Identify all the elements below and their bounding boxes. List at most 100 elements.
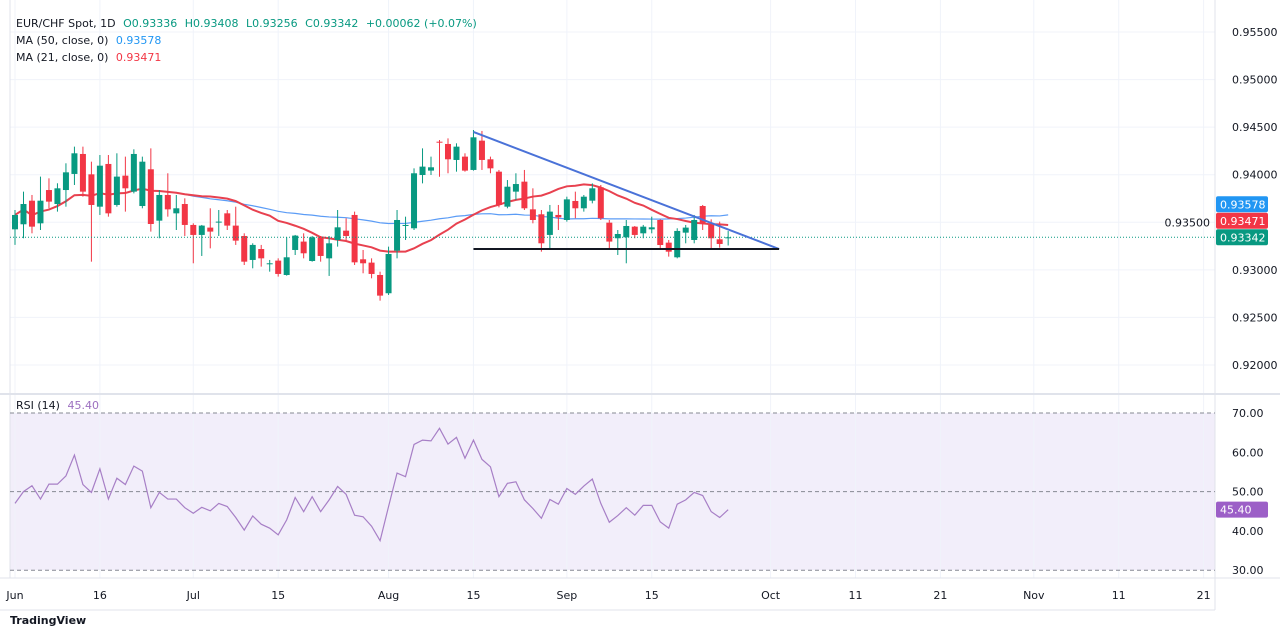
candle-body <box>385 253 392 294</box>
candle <box>631 225 638 239</box>
candle <box>444 138 451 174</box>
candle <box>572 191 579 219</box>
candle <box>113 153 120 207</box>
candle-body <box>207 227 214 232</box>
candle <box>640 224 647 239</box>
candle <box>606 219 613 250</box>
candle <box>368 258 375 279</box>
candle-body <box>470 137 477 170</box>
candle <box>546 204 553 249</box>
candle-body <box>368 262 375 274</box>
candle <box>147 148 154 232</box>
candle <box>555 204 562 230</box>
candle <box>691 214 698 244</box>
candle <box>343 218 350 240</box>
ma21-badge <box>1216 212 1268 229</box>
candle-body <box>198 225 205 235</box>
candle <box>28 194 35 234</box>
candle <box>79 146 86 197</box>
candle-body <box>215 221 222 223</box>
candle <box>249 243 256 269</box>
candle <box>12 210 18 245</box>
change-value: +0.00062 (+0.07%) <box>365 17 477 30</box>
candle <box>648 216 655 234</box>
candle-body <box>326 243 333 259</box>
candle-body <box>716 239 723 244</box>
candle <box>164 173 171 217</box>
time-tick-label: Aug <box>378 589 399 602</box>
candle-body <box>275 260 282 274</box>
candle-body <box>512 184 519 192</box>
candle-body <box>71 153 78 174</box>
candle <box>563 196 570 222</box>
candle-body <box>614 233 621 239</box>
candle-body <box>487 159 494 169</box>
rsi-legend[interactable]: RSI (14) 45.40 <box>16 399 103 412</box>
candle-body <box>699 206 706 224</box>
candle-body <box>156 194 163 221</box>
time-tick-label: 11 <box>1112 589 1126 602</box>
candle <box>317 235 324 262</box>
candle-body <box>343 230 350 236</box>
candle <box>580 194 587 212</box>
candle <box>453 143 460 172</box>
price-tick-label: 0.95500 <box>1232 26 1278 39</box>
candle-body <box>164 194 171 210</box>
candle-body <box>249 244 256 260</box>
candle-body <box>309 237 316 262</box>
candle-body <box>351 214 358 263</box>
candle <box>181 198 188 236</box>
ma50-legend[interactable]: MA (50, close, 0) 0.93578 <box>16 34 165 47</box>
candle-body <box>283 257 290 275</box>
candle <box>699 204 706 230</box>
rsi-tick-label: 30.00 <box>1232 564 1264 577</box>
time-tick-label: 21 <box>1197 589 1211 602</box>
ma21-value: 0.93471 <box>115 51 162 64</box>
candle-body <box>640 226 647 234</box>
candle <box>614 229 621 256</box>
ma21-legend[interactable]: MA (21, close, 0) 0.93471 <box>16 51 165 64</box>
low-value: L0.93256 <box>246 17 298 30</box>
candle <box>139 156 146 209</box>
candle <box>436 139 443 177</box>
candle <box>504 180 511 209</box>
candle <box>495 169 502 208</box>
candle <box>470 129 477 171</box>
candle <box>309 235 316 262</box>
candle-body <box>623 225 630 238</box>
candle-body <box>725 237 732 239</box>
candle-body <box>504 186 511 207</box>
candle-body <box>521 181 528 209</box>
candle <box>156 190 163 239</box>
candle <box>105 155 112 217</box>
candle <box>54 183 61 212</box>
ma50-badge <box>1216 196 1268 213</box>
candle <box>122 156 129 212</box>
symbol-title: EUR/CHF Spot, 1D <box>16 17 116 30</box>
candle-body <box>597 187 604 219</box>
candle <box>360 249 367 274</box>
candle <box>198 224 205 256</box>
last-price-badge <box>1216 229 1268 246</box>
time-tick-label: 15 <box>466 589 480 602</box>
candle-body <box>546 211 553 235</box>
candle <box>461 153 468 172</box>
candle <box>521 169 528 211</box>
candle <box>512 173 519 201</box>
candle-body <box>232 225 239 241</box>
candle <box>487 156 494 174</box>
candle-body <box>538 214 545 244</box>
candle <box>657 219 664 249</box>
price-tick-label: 0.92500 <box>1232 311 1278 324</box>
candle-body <box>12 214 18 230</box>
candle-body <box>708 224 715 239</box>
candle <box>351 211 358 265</box>
candle <box>428 156 435 175</box>
candle-body <box>28 200 35 227</box>
candle-body <box>606 222 613 242</box>
candle <box>411 168 418 230</box>
candle-body <box>428 167 435 171</box>
candle-body <box>190 224 197 235</box>
candle <box>478 130 485 170</box>
